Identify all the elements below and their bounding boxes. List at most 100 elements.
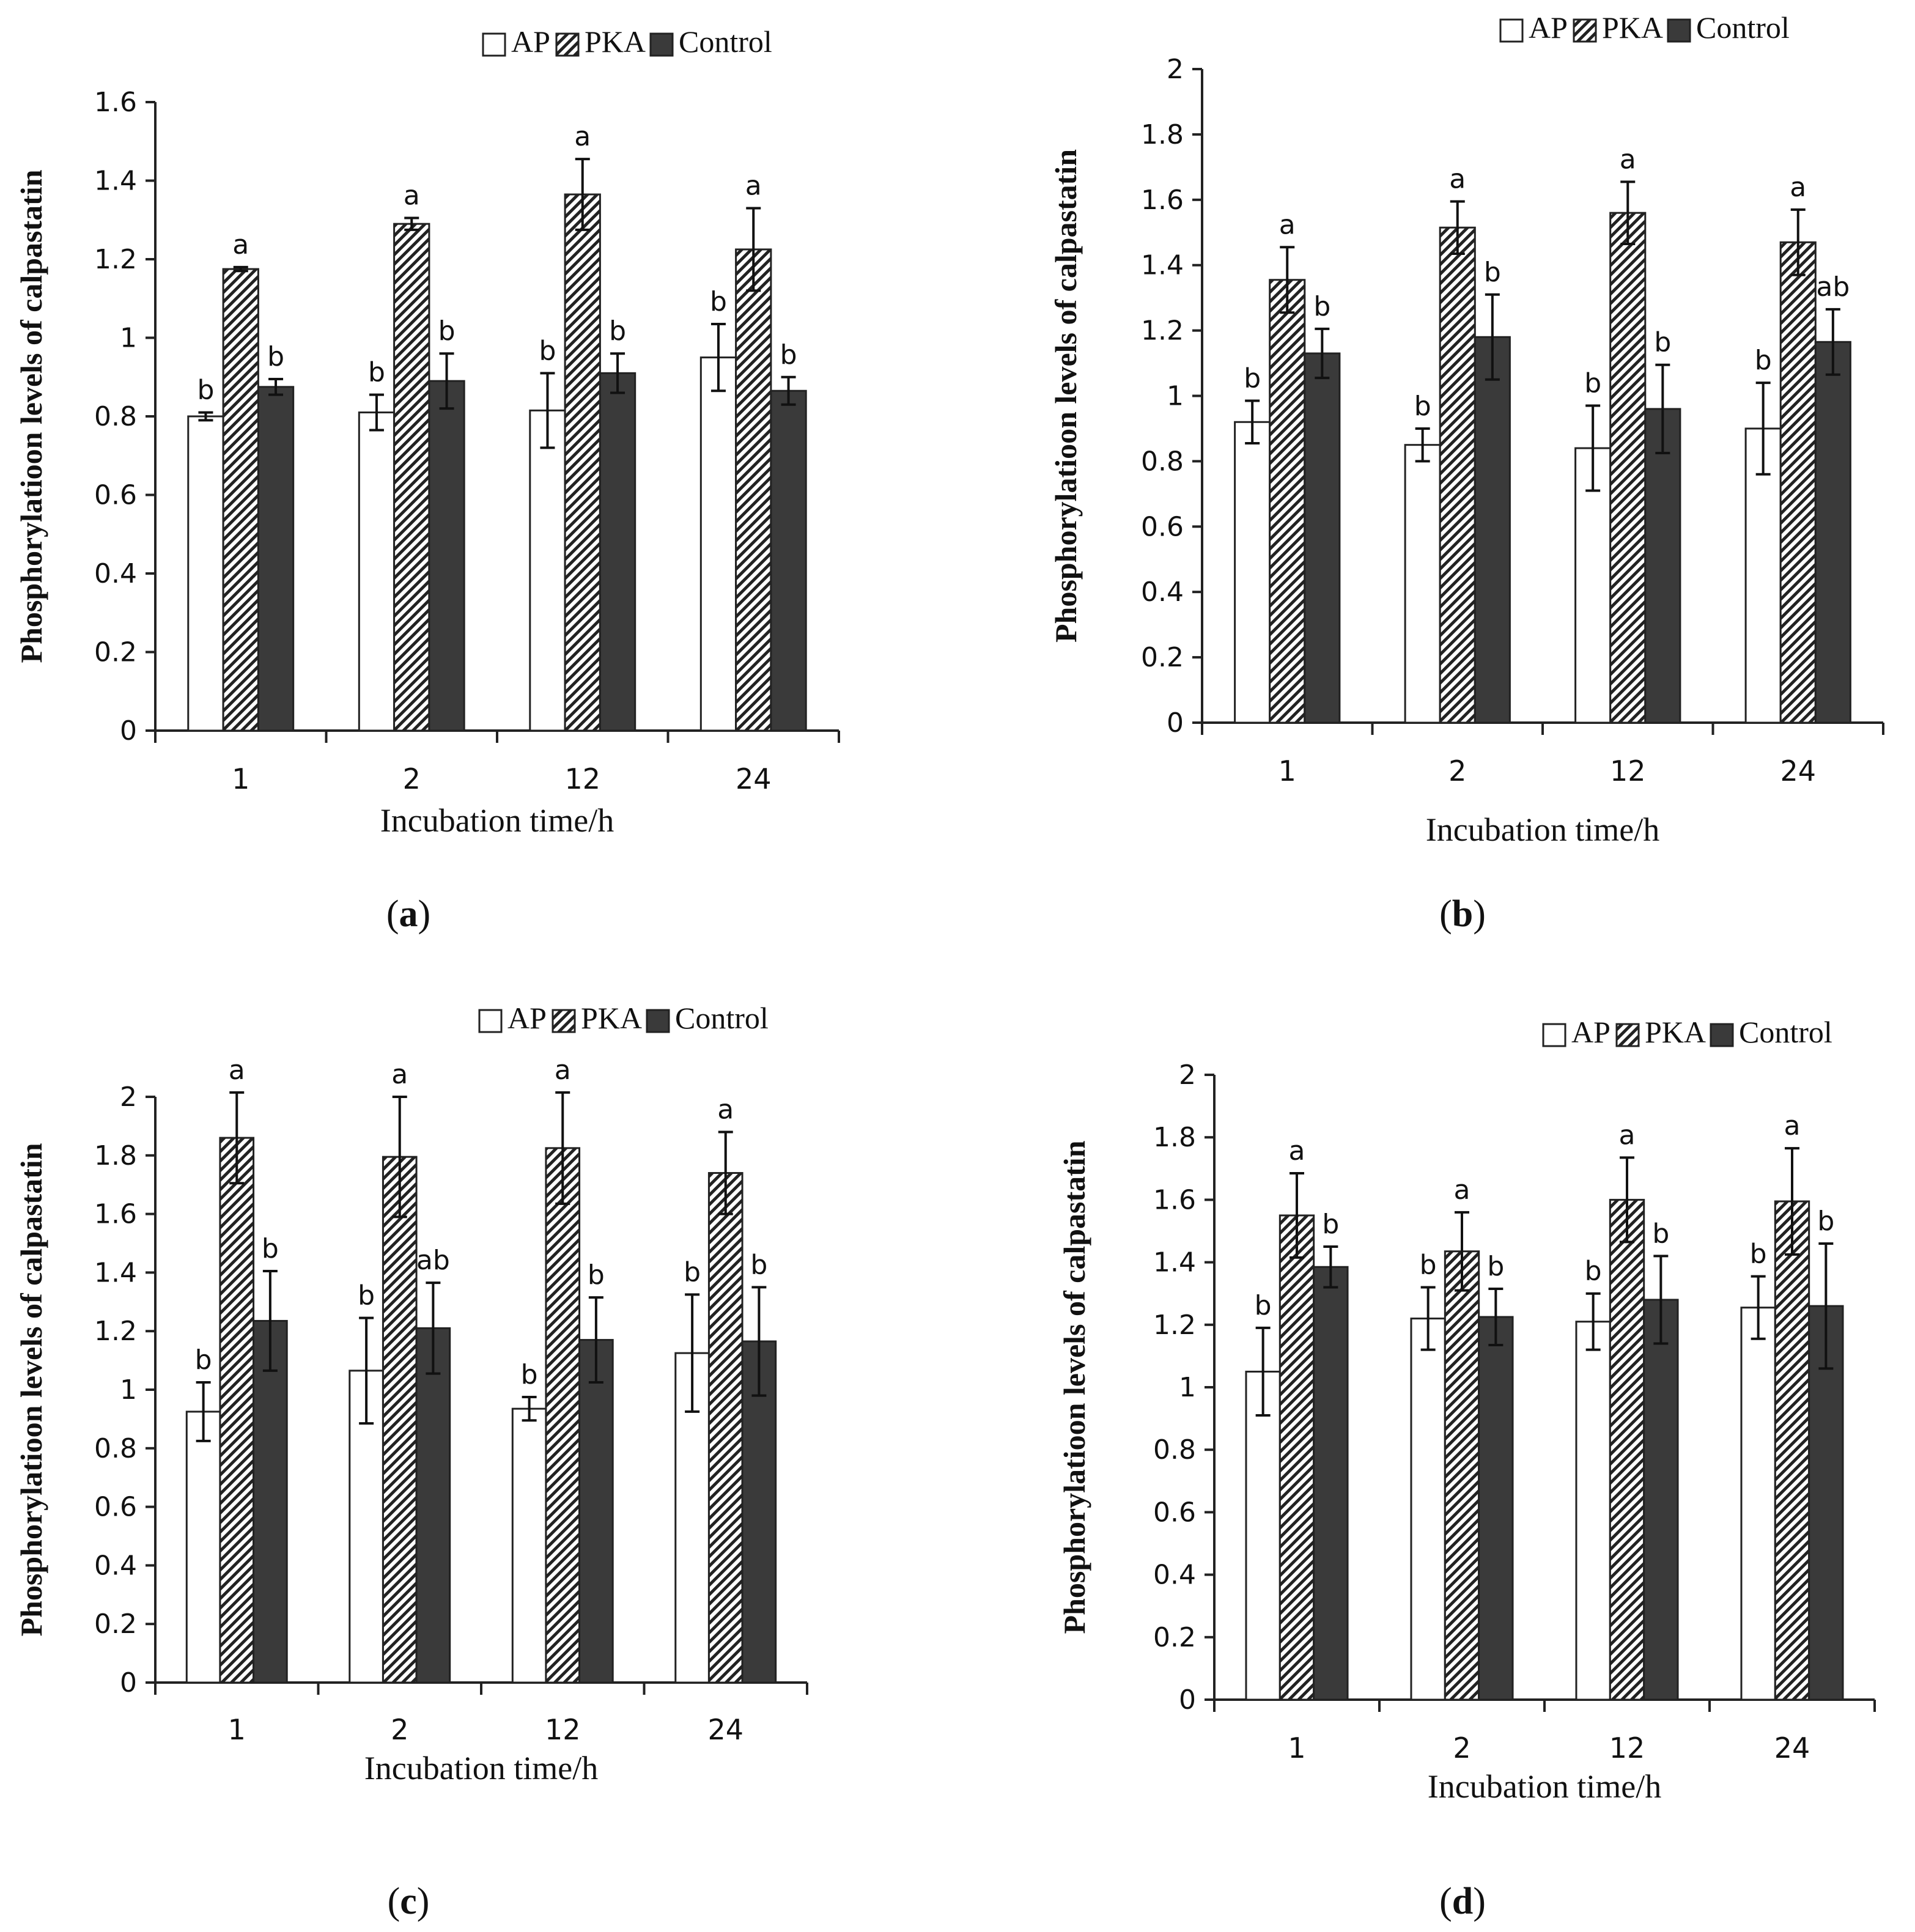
bar-pka [219, 1137, 255, 1684]
y-tick-label: 0.6 [94, 1492, 137, 1523]
significance-label: b [710, 286, 727, 317]
legend-swatch-control [649, 32, 674, 57]
significance-label: b [262, 1233, 279, 1264]
y-axis-title: Phosphorylatioon levels of calpastatin [1049, 149, 1083, 643]
y-tick-label: 1.4 [94, 1257, 137, 1288]
panel-label: (b) [1439, 893, 1486, 935]
x-axis-title: Incubation time/h [1428, 1768, 1661, 1805]
significance-label: a [555, 1055, 571, 1086]
y-tick-label: 1.2 [1153, 1310, 1196, 1341]
bar-control [428, 380, 465, 732]
significance-label: a [1279, 209, 1296, 240]
legend-swatch-control [1710, 1023, 1734, 1047]
x-tick-label: 24 [736, 762, 772, 795]
y-tick-label: 0.6 [1141, 511, 1184, 542]
legend-label-pka: PKA [1645, 1015, 1706, 1049]
x-tick-label: 1 [1279, 754, 1296, 787]
bar-ap [1744, 427, 1782, 724]
x-tick-label: 1 [228, 1713, 246, 1746]
y-tick-label: 1.4 [1141, 250, 1184, 281]
bar-control [1643, 1299, 1679, 1701]
y-tick-label: 0.6 [94, 480, 137, 511]
legend-label-control: Control [1739, 1015, 1832, 1049]
x-tick-label: 24 [1780, 754, 1816, 787]
bar-control [578, 1339, 614, 1684]
significance-label: b [1255, 1290, 1272, 1321]
bar-pka [1444, 1250, 1480, 1701]
y-tick-label: 1 [120, 323, 137, 354]
legend: AP PKA Control [482, 24, 772, 59]
chart-panel-d: 0 0.2 0.4 0.6 0.8 1 1.2 1.4 1.6 1.8 2 1 b a b 2 b a b 12 b a b… [1057, 1015, 1876, 1922]
chart-panel-c: 00.20.40.60.811.21.41.61.821bab2baab12ba… [14, 1001, 808, 1922]
significance-label: b [1750, 1239, 1767, 1270]
bar-pka [1779, 241, 1817, 724]
bar-control [1644, 408, 1681, 724]
x-tick-label: 12 [1609, 1731, 1645, 1764]
significance-label: b [1652, 1218, 1669, 1249]
x-tick-label: 1 [1288, 1731, 1305, 1764]
bar-control [1478, 1316, 1514, 1701]
bar-pka [1279, 1214, 1315, 1701]
y-tick-label: 1.6 [1153, 1184, 1196, 1215]
significance-label: b [1755, 345, 1772, 376]
bar-pka [564, 193, 601, 732]
y-tick-label: 0 [1179, 1684, 1196, 1716]
bar-control [1814, 341, 1851, 724]
significance-label: a [232, 229, 249, 260]
x-tick-label: 1 [232, 762, 249, 795]
significance-label: a [391, 1059, 408, 1090]
significance-label: b [267, 341, 284, 372]
bar-ap [358, 411, 396, 732]
y-tick-label: 0 [120, 1667, 137, 1698]
legend-swatch-control [1667, 18, 1691, 43]
legend-label-control: Control [679, 24, 772, 59]
y-tick-label: 0.2 [1141, 642, 1184, 673]
bar-control [415, 1327, 451, 1684]
bar-control [1474, 336, 1511, 724]
y-tick-label: 1.6 [1141, 185, 1184, 216]
legend-swatch-pka [1615, 1023, 1640, 1047]
significance-label: a [1790, 172, 1806, 203]
significance-label: a [574, 121, 591, 152]
significance-label: b [1414, 391, 1431, 422]
y-tick-label: 0.8 [94, 401, 137, 432]
significance-label: b [1584, 368, 1601, 399]
bar-pka [707, 1172, 743, 1684]
legend-swatch-pka [552, 1009, 576, 1033]
y-tick-label: 2 [120, 1082, 137, 1113]
y-axis-title: Phosphorylatioon levels of calpastatin [14, 1143, 48, 1636]
bar-pka [393, 223, 430, 732]
significance-label: b [750, 1249, 767, 1280]
bar-pka [1269, 279, 1306, 724]
legend-label-pka: PKA [581, 1001, 642, 1035]
x-tick-label: 12 [1610, 754, 1646, 787]
legend-label-ap: AP [511, 24, 550, 59]
x-tick-label: 12 [545, 1713, 581, 1746]
x-tick-label: 2 [391, 1713, 408, 1746]
y-tick-label: 1.4 [94, 166, 137, 197]
bar-ap [185, 1410, 221, 1684]
bar-control [1304, 352, 1341, 724]
legend-label-control: Control [675, 1001, 769, 1035]
x-tick-label: 2 [1453, 1731, 1470, 1764]
bar-pka [382, 1156, 418, 1684]
y-tick-label: 1.6 [94, 1199, 137, 1230]
legend-swatch-ap [482, 32, 506, 57]
bar-control [1808, 1305, 1844, 1701]
significance-label: ab [416, 1245, 450, 1276]
significance-label: a [1449, 163, 1466, 194]
y-tick-label: 2 [1179, 1060, 1196, 1091]
significance-label: b [588, 1259, 605, 1291]
chart-panel-a: 0 0.2 0.4 0.6 0.8 1 1.2 1.4 1.6 1 b a b 2 b a b 12 b a b 24 b a… [14, 24, 840, 935]
y-axis-title: Phosphorylatioon levels of calpastatin [1057, 1140, 1091, 1634]
y-tick-label: 0.2 [1153, 1622, 1196, 1653]
significance-label: a [745, 170, 762, 201]
y-tick-label: 0.4 [1141, 577, 1184, 608]
bar-pka [1774, 1200, 1810, 1701]
legend-swatch-ap [478, 1009, 503, 1033]
y-tick-label: 1.4 [1153, 1247, 1196, 1278]
significance-label: b [195, 1344, 212, 1376]
y-tick-label: 0.4 [94, 1550, 137, 1581]
bar-control [1313, 1266, 1349, 1701]
